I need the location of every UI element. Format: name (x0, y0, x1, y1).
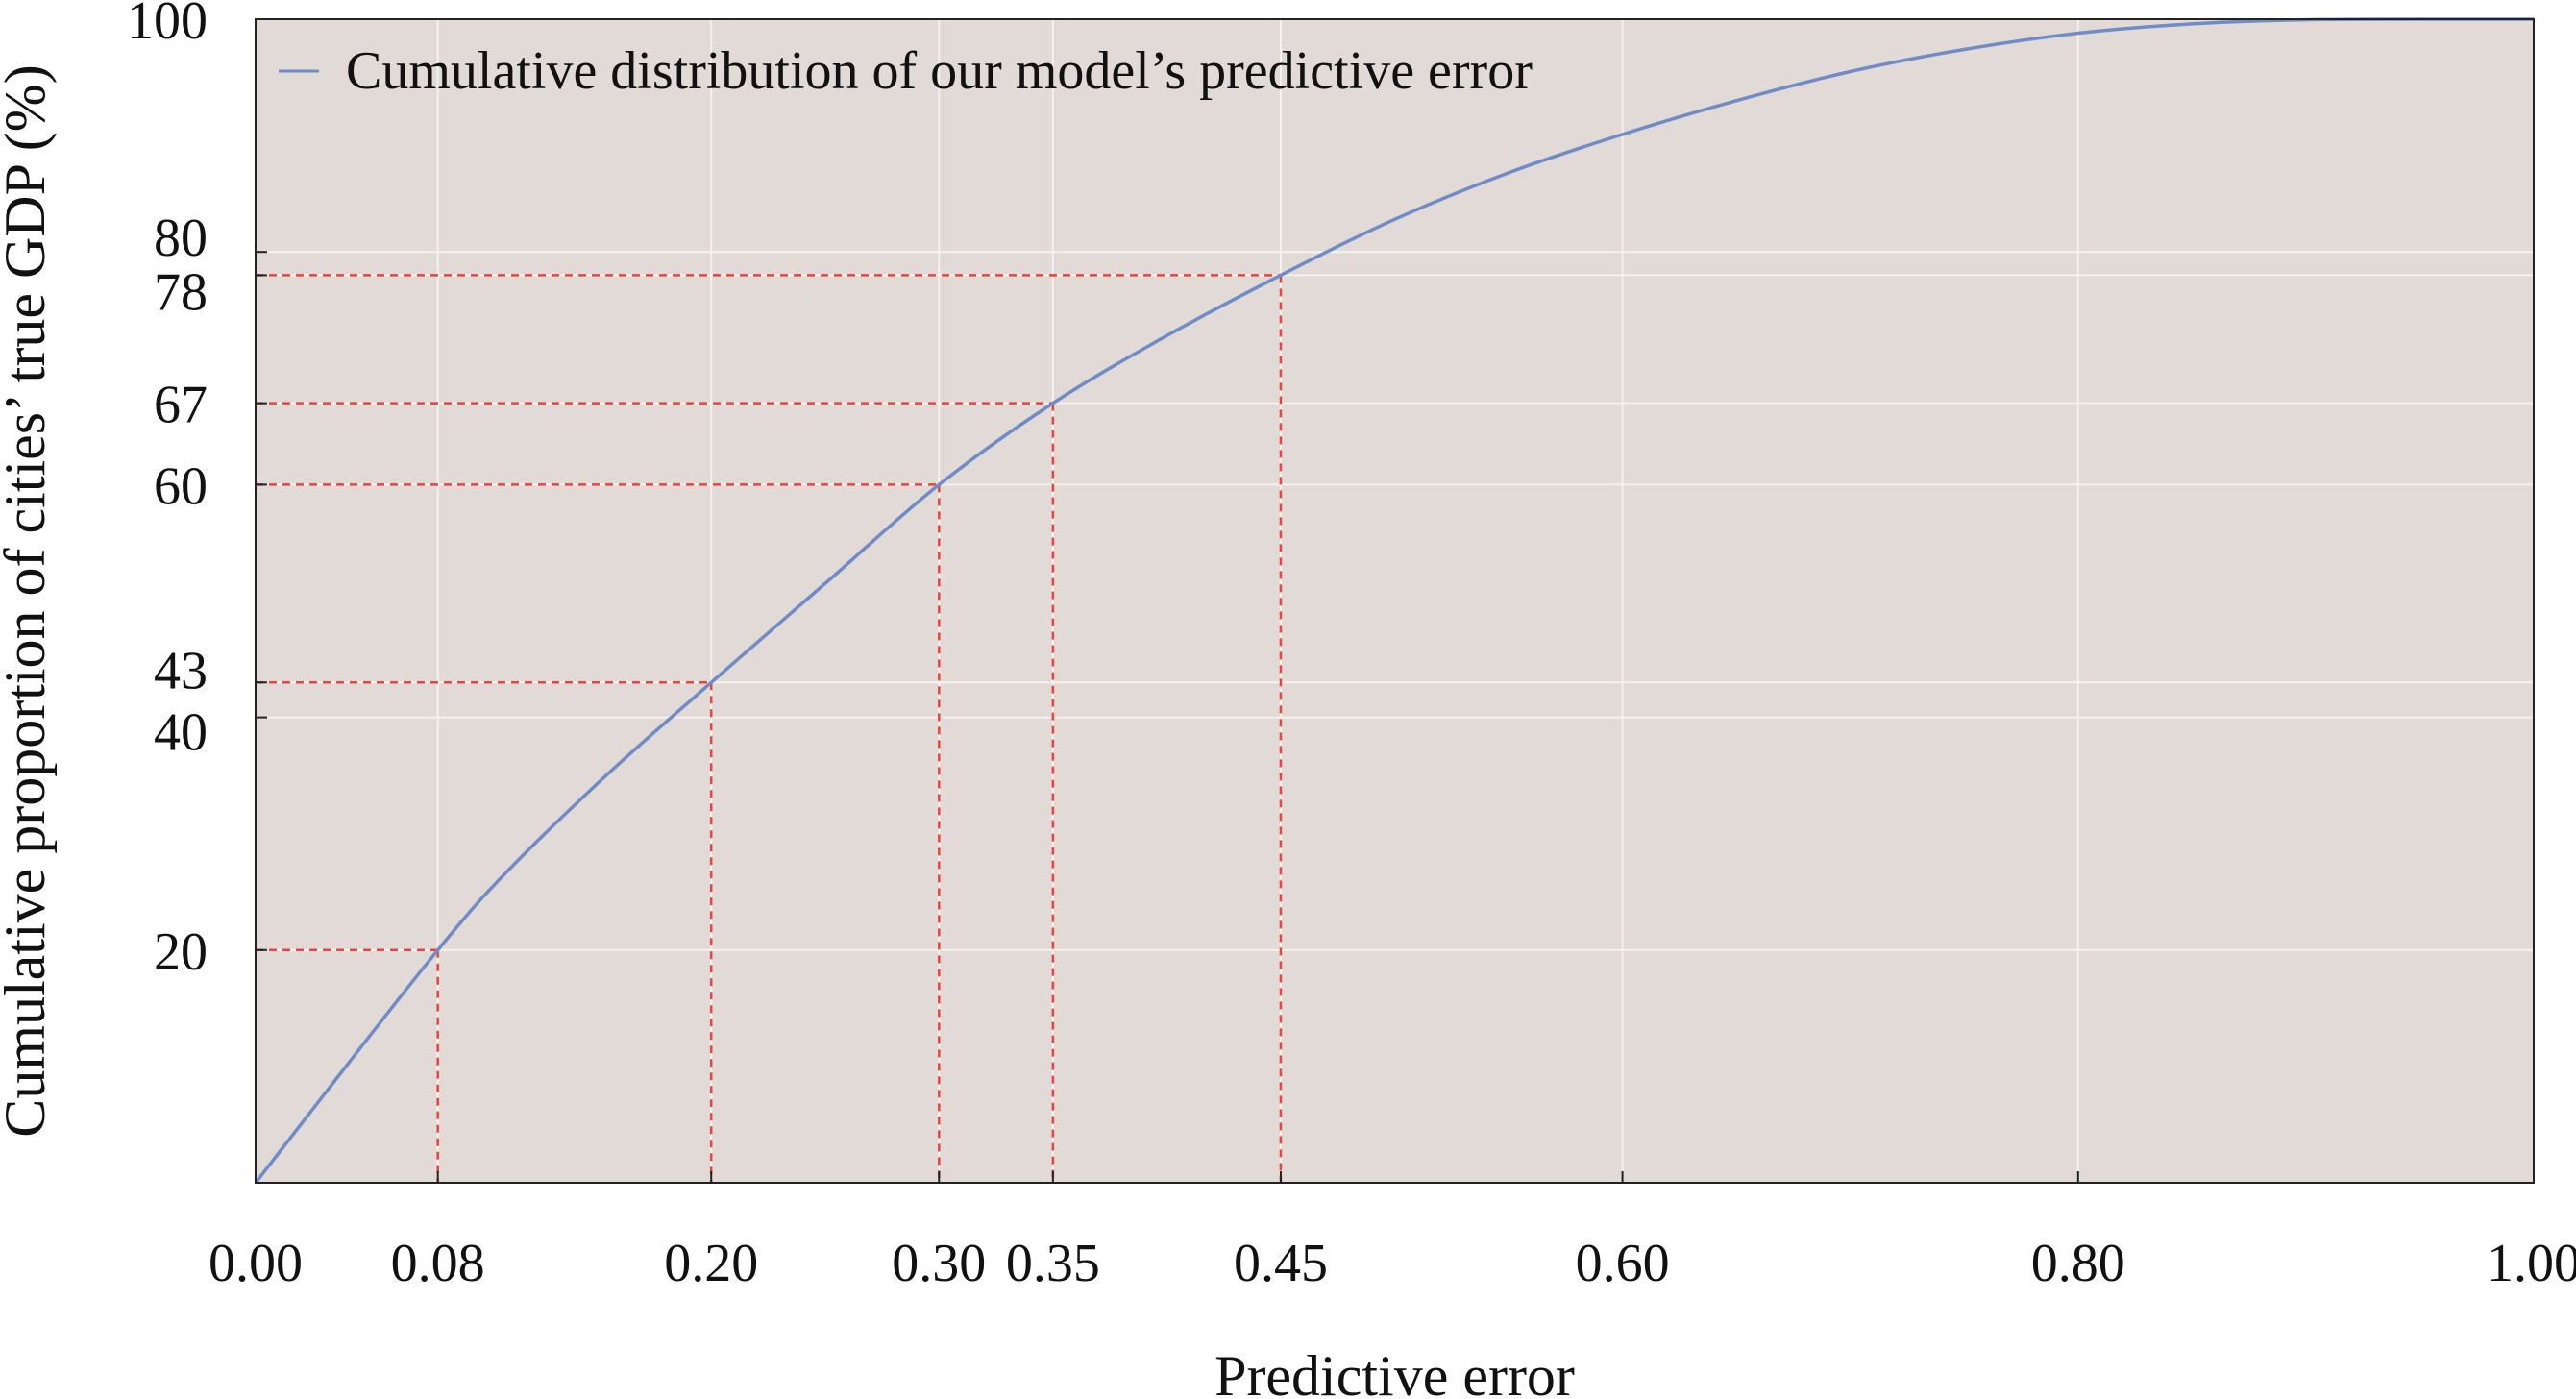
plot-frame (255, 18, 2535, 1184)
y-tick-label: 60 (154, 456, 208, 516)
x-tick-label: 0.30 (892, 1234, 986, 1293)
x-tick-label: 0.80 (2031, 1234, 2125, 1293)
y-axis-title: Cumulative proportion of cities’ true GD… (0, 64, 57, 1137)
x-tick-label: 0.35 (1006, 1234, 1100, 1293)
series-line (254, 17, 2534, 1185)
y-tick-label: 20 (154, 922, 208, 982)
legend-label: Cumulative distribution of our model’s p… (346, 41, 1533, 101)
legend: Cumulative distribution of our model’s p… (279, 41, 1533, 101)
x-tick-label: 0.20 (664, 1234, 758, 1293)
x-tick-label: 0.45 (1234, 1234, 1328, 1293)
x-tick-label: 0.00 (209, 1234, 303, 1293)
y-tick-label: 80 (154, 209, 208, 268)
x-axis-ticks: 0.00 0.08 0.20 0.30 0.35 0.45 0.60 0.80 1.00 (209, 1171, 2576, 1293)
reference-lines (256, 274, 1283, 1183)
y-tick-label: 40 (154, 703, 208, 763)
x-axis-title: Predictive error (1214, 1344, 1575, 1399)
y-tick-label: 43 (154, 641, 208, 700)
plot-background (256, 19, 2534, 1183)
x-tick-label: 1.00 (2487, 1234, 2576, 1293)
x-tick-label: 0.60 (1576, 1234, 1670, 1293)
y-tick-label: 78 (154, 262, 208, 322)
series-layer (254, 17, 2534, 1185)
y-tick-label: 100 (127, 0, 208, 51)
y-tick-label: 67 (154, 376, 208, 435)
x-tick-label: 0.08 (391, 1234, 485, 1293)
